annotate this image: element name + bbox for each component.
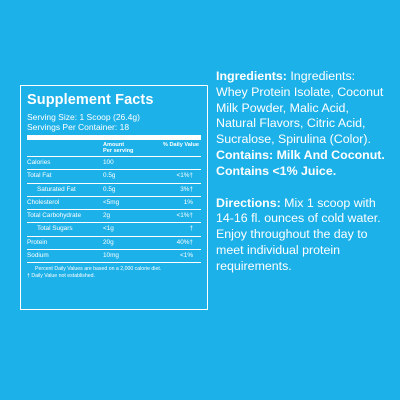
facts-row: Total Carbohydrate 2g <1%† (27, 210, 201, 224)
nutrient-amount: <5mg (103, 198, 120, 206)
supplement-facts-panel: Supplement Facts Serving Size: 1 Scoop (… (20, 85, 208, 310)
nutrient-amount: 0.5g (103, 172, 116, 180)
facts-row: Total Sugars <1g † (27, 223, 201, 237)
facts-row: Calories 100 (27, 157, 201, 171)
facts-row: Sodium 10mg <1% (27, 250, 201, 264)
nutrient-name: Calories (27, 159, 51, 166)
nutrient-dv: <1%† (176, 172, 193, 180)
nutrient-name: Protein (27, 238, 48, 246)
nutrient-name: Total Carbohydrate (27, 212, 81, 220)
facts-row: Total Fat 0.5g <1%† (27, 170, 201, 184)
nutrient-amount: 10mg (103, 252, 119, 260)
facts-row: Cholesterol <5mg 1% (27, 197, 201, 211)
nutrient-dv: <1%† (176, 212, 193, 220)
nutrient-dv: 3%† (180, 185, 193, 193)
facts-row: Protein 20g 40%† (27, 237, 201, 251)
facts-row: Saturated Fat 0.5g 3%† (27, 184, 201, 197)
nutrient-name: Total Sugars (37, 225, 73, 233)
facts-rows: Calories 100 Total Fat 0.5g <1%† Saturat… (27, 156, 201, 264)
ingredients-text: Ingredients: Whey Protein Isolate, Cocon… (216, 69, 384, 147)
nutrient-amount: 20g (103, 238, 114, 246)
directions-label: Directions: (216, 195, 281, 210)
contains-paragraph: Contains: Milk And Coconut. Contains <1%… (216, 148, 386, 180)
nutrient-name: Sodium (27, 252, 49, 260)
footnote-daily-values: Percent Daily Values are based on a 2,00… (35, 266, 162, 273)
nutrient-amount: 0.5g (103, 185, 116, 193)
nutrient-amount: <1g (103, 225, 114, 233)
servings-per-container: Servings Per Container: 18 (27, 122, 130, 132)
facts-column-header: Amount Per serving % Daily Value (27, 140, 201, 156)
nutrient-dv: † (189, 225, 193, 233)
product-info: Ingredients: Ingredients: Whey Protein I… (216, 69, 386, 275)
amount-header: Amount (103, 142, 125, 148)
nutrient-name: Saturated Fat (37, 185, 76, 193)
footnote-dagger: † Daily Value not established. (27, 273, 95, 280)
serving-size: Serving Size: 1 Scoop (26.4g) (27, 112, 140, 122)
directions-paragraph: Directions: Mix 1 scoop with 14-16 fl. o… (216, 196, 386, 275)
ingredients-label: Ingredients: (216, 69, 287, 83)
nutrient-dv: 1% (183, 198, 193, 206)
supplement-facts-title: Supplement Facts (27, 92, 154, 108)
daily-value-header: % Daily Value (162, 142, 199, 148)
nutrient-amount: 2g (103, 212, 111, 220)
ingredients-paragraph: Ingredients: Ingredients: Whey Protein I… (216, 69, 386, 148)
facts-footnote: Percent Daily Values are based on a 2,00… (27, 263, 201, 280)
contains-text: Contains: Milk And Coconut. Contains <1%… (216, 147, 385, 178)
nutrient-name: Total Fat (27, 172, 52, 180)
nutrient-dv: 40%† (176, 238, 193, 246)
nutrient-name: Cholesterol (27, 198, 60, 206)
directions-text: Mix 1 scoop with 14-16 fl. ounces of col… (216, 195, 381, 273)
nutrient-dv (145, 157, 201, 169)
thick-divider (27, 135, 201, 140)
nutrient-amount: 100 (103, 159, 114, 166)
per-serving-header: Per serving (103, 148, 134, 154)
nutrient-dv: <1% (180, 252, 193, 260)
